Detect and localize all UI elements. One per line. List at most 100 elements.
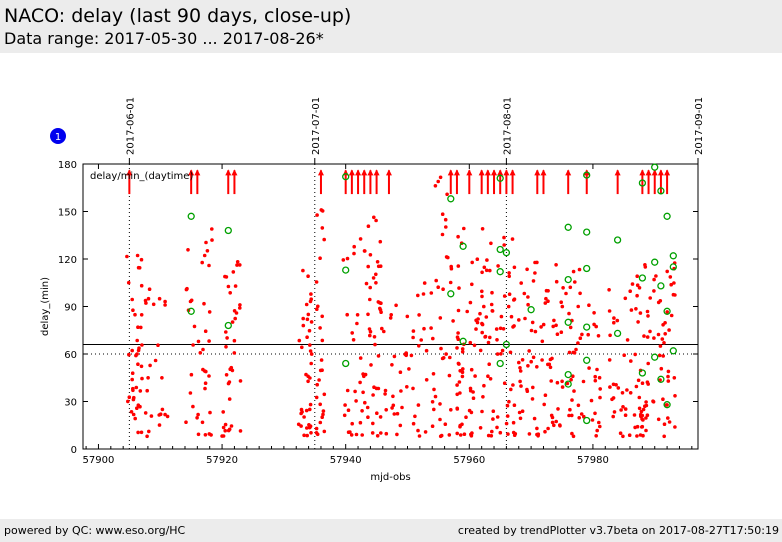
data-point [531, 355, 536, 360]
data-point [531, 385, 535, 390]
data-point [495, 415, 500, 419]
data-point [354, 432, 359, 437]
data-point [460, 347, 465, 351]
data-point [527, 349, 531, 353]
data-point [135, 253, 140, 258]
data-point [645, 380, 650, 385]
data-point [574, 347, 578, 352]
data-point [163, 412, 167, 417]
data-point [149, 414, 154, 418]
data-point [203, 433, 208, 437]
highlight-point [657, 282, 665, 290]
data-point [525, 267, 529, 272]
highlight-point [224, 321, 232, 330]
data-point [233, 316, 237, 321]
info-badge[interactable] [50, 128, 66, 144]
data-point [488, 268, 492, 273]
data-point [350, 421, 355, 426]
data-point [364, 281, 369, 286]
offscale-arrowhead [534, 169, 541, 176]
data-point [205, 249, 210, 253]
data-range-subtitle: Data range: 2017-05-30 ... 2017-08-26* [4, 29, 324, 48]
data-point [510, 237, 515, 241]
data-point [138, 389, 143, 393]
data-point [642, 334, 646, 338]
data-point [621, 405, 625, 409]
offscale-arrowhead [484, 169, 491, 176]
data-point [502, 294, 507, 298]
data-point [522, 291, 527, 296]
data-point [309, 292, 313, 296]
data-point [208, 410, 212, 415]
data-point [456, 308, 461, 313]
data-point [184, 420, 188, 425]
data-point [163, 299, 167, 304]
data-point [440, 212, 445, 216]
data-point [196, 412, 200, 417]
data-point [608, 333, 612, 338]
data-point [633, 425, 637, 430]
data-point [318, 326, 322, 330]
offscale-arrowhead [503, 169, 510, 176]
data-point [201, 367, 205, 372]
data-point [480, 270, 484, 275]
data-point [628, 289, 632, 293]
data-point [643, 263, 647, 267]
data-point [656, 417, 661, 422]
data-point [644, 403, 649, 408]
data-point [374, 218, 378, 223]
data-point [570, 398, 574, 402]
data-point [506, 304, 511, 309]
data-point [456, 234, 460, 239]
data-point [349, 433, 354, 437]
data-point [659, 366, 664, 371]
footer-created-by: created by trendPlotter v3.7beta on 2017… [457, 524, 779, 537]
data-point [570, 431, 574, 436]
data-point [373, 342, 377, 347]
data-point [398, 370, 403, 375]
data-point [137, 346, 141, 351]
data-point [139, 364, 144, 369]
data-point [620, 391, 625, 395]
data-point [564, 291, 568, 296]
data-point [314, 395, 319, 400]
data-point [485, 258, 489, 262]
data-point [135, 338, 139, 343]
data-point [559, 330, 564, 335]
highlight-point [447, 290, 455, 298]
footer-bar: powered by QC: www.eso.org/HC created by… [0, 519, 782, 542]
y-tick-label: 180 [58, 160, 77, 171]
data-point [382, 329, 386, 334]
x-tick-label: 57960 [453, 455, 485, 466]
data-point [191, 404, 195, 409]
data-point [226, 381, 231, 386]
data-point [456, 264, 461, 268]
data-point [546, 299, 550, 303]
data-point [203, 386, 207, 391]
data-point [552, 423, 556, 428]
data-point [207, 339, 211, 343]
data-point [571, 374, 575, 379]
data-point [513, 432, 518, 436]
offscale-arrowhead [385, 169, 392, 176]
data-point [449, 266, 454, 271]
data-point [165, 414, 170, 419]
data-point [634, 384, 639, 389]
data-point [458, 433, 463, 437]
data-point [512, 403, 517, 408]
data-point [673, 425, 677, 429]
data-point [133, 416, 137, 421]
data-point [661, 397, 665, 402]
highlight-point [564, 380, 572, 388]
data-point [611, 414, 615, 419]
data-point [639, 409, 644, 414]
data-point [139, 257, 144, 262]
data-point [593, 374, 597, 379]
data-point [380, 326, 384, 331]
data-point [491, 417, 495, 421]
data-point [633, 352, 637, 357]
data-point [457, 380, 462, 384]
data-point [644, 428, 648, 433]
data-point [455, 407, 460, 411]
data-point [368, 285, 373, 290]
